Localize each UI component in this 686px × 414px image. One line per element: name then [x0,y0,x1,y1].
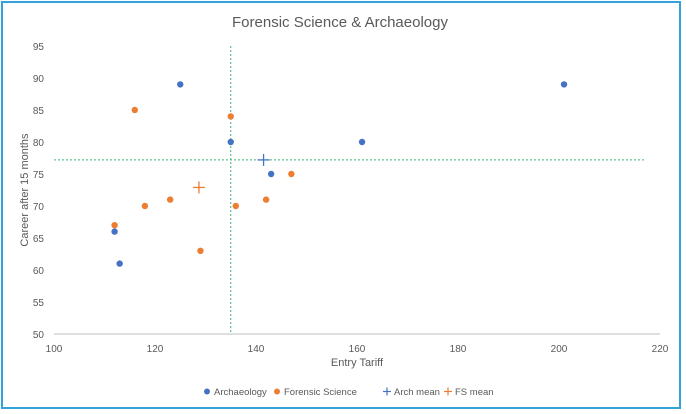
x-tick-label: 220 [652,344,669,355]
forensic-science-point [262,196,270,203]
legend-item: FS mean [444,387,494,398]
fs-mean-marker [192,181,205,194]
forensic-science-point [111,222,118,229]
y-axis-label: Career after 15 months [19,133,31,247]
y-tick-label: 65 [33,234,45,245]
y-tick-label: 90 [33,74,45,85]
y-tick-label: 50 [33,330,45,341]
data-points [111,81,568,267]
legend-label: Arch mean [394,387,440,398]
y-tick-label: 75 [33,170,45,181]
y-tick-label: 80 [33,138,45,149]
archaeology-point [177,81,184,88]
legend-item: Arch mean [383,387,440,398]
forensic-science-point [232,202,239,210]
arch-mean-marker [257,153,270,166]
archaeology-point [116,260,123,267]
archaeology-point [267,170,275,178]
forensic-science-point [166,196,174,203]
archaeology-point [227,138,234,146]
archaeology-point [358,138,366,146]
legend-label: FS mean [455,387,494,398]
chart-title: Forensic Science & Archaeology [232,14,448,31]
legend-label: Archaeology [214,387,267,398]
reference-lines [54,46,645,334]
y-tick-label: 70 [33,202,45,213]
x-axis-label: Entry Tariff [331,357,384,369]
x-tick-label: 180 [450,344,467,355]
legend-swatch [274,388,280,395]
axes: 50 55 60 65 70 75 80 85 90 95 100 120 140 160 180 200 22… [33,42,669,355]
forensic-science-point [141,202,149,210]
forensic-science-point [197,247,204,254]
y-tick-label: 95 [33,42,45,53]
chart-frame [1,1,681,409]
x-tick-label: 120 [147,344,164,355]
y-tick-label: 55 [33,298,45,309]
legend-label: Forensic Science [284,387,357,398]
x-tick-label: 140 [248,344,265,355]
y-tick-label: 60 [33,266,45,277]
y-tick-label: 85 [33,106,45,117]
archaeology-point [560,81,568,88]
forensic-science-point [131,106,138,114]
forensic-science-point [227,113,234,120]
archaeology-point [111,228,118,235]
x-tick-label: 100 [46,344,63,355]
legend: Archaeology Forensic Science Arch mean FS m… [204,387,494,398]
legend-swatch [204,388,210,395]
x-tick-label: 160 [349,344,366,355]
forensic-science-point [288,170,295,178]
legend-item: Archaeology [204,387,267,398]
legend-item: Forensic Science [274,387,357,398]
x-tick-label: 200 [551,344,568,355]
